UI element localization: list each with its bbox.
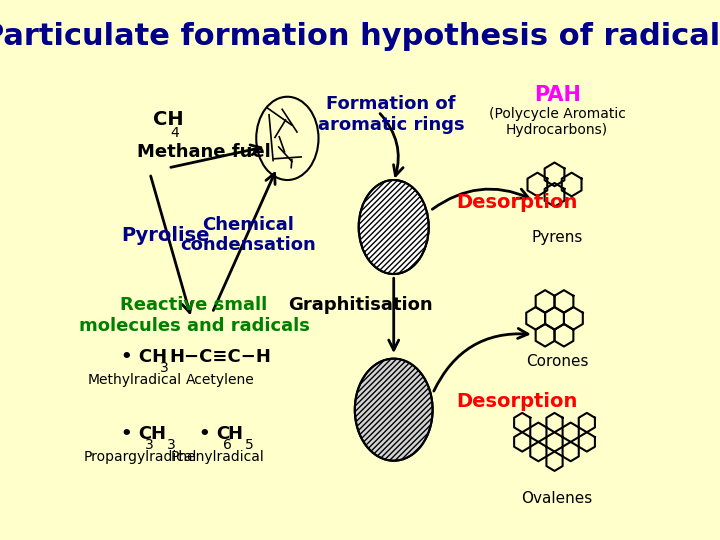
Text: Desorption: Desorption [456, 392, 577, 411]
Text: Desorption: Desorption [456, 193, 577, 212]
Text: Phenylradical: Phenylradical [171, 450, 264, 464]
Text: CH: CH [153, 110, 183, 129]
Text: 5: 5 [245, 437, 253, 451]
Text: Particulate formation hypothesis of radicals: Particulate formation hypothesis of radi… [0, 22, 720, 51]
Text: Chemical
condensation: Chemical condensation [181, 215, 316, 254]
Text: H: H [150, 425, 165, 443]
Text: 4: 4 [171, 126, 179, 140]
Text: Propargylradical: Propargylradical [84, 450, 197, 464]
Text: Reactive small
molecules and radicals: Reactive small molecules and radicals [78, 296, 310, 335]
Text: PAH: PAH [534, 85, 580, 105]
Text: Pyrolise: Pyrolise [122, 226, 210, 245]
Text: H: H [228, 425, 243, 443]
Text: (Polycycle Aromatic
Hydrocarbons): (Polycycle Aromatic Hydrocarbons) [489, 107, 626, 137]
Text: Acetylene: Acetylene [186, 373, 254, 387]
Text: Pyrens: Pyrens [531, 230, 582, 245]
Text: H−C≡C−H: H−C≡C−H [169, 348, 271, 366]
Text: Ovalenes: Ovalenes [521, 491, 593, 506]
Text: 3: 3 [161, 361, 169, 375]
Text: • CH: • CH [122, 348, 168, 366]
Text: 3: 3 [167, 437, 176, 451]
Text: Corones: Corones [526, 354, 588, 369]
Text: Methane fuel: Methane fuel [137, 143, 271, 161]
Text: Methylradical: Methylradical [87, 373, 181, 387]
Text: • C: • C [199, 425, 230, 443]
Text: • C: • C [122, 425, 153, 443]
Text: Formation of
aromatic rings: Formation of aromatic rings [318, 95, 464, 133]
Text: 3: 3 [145, 437, 153, 451]
Text: Graphitisation: Graphitisation [288, 296, 432, 314]
Ellipse shape [355, 359, 433, 461]
Ellipse shape [359, 180, 428, 274]
Text: 6: 6 [222, 437, 231, 451]
